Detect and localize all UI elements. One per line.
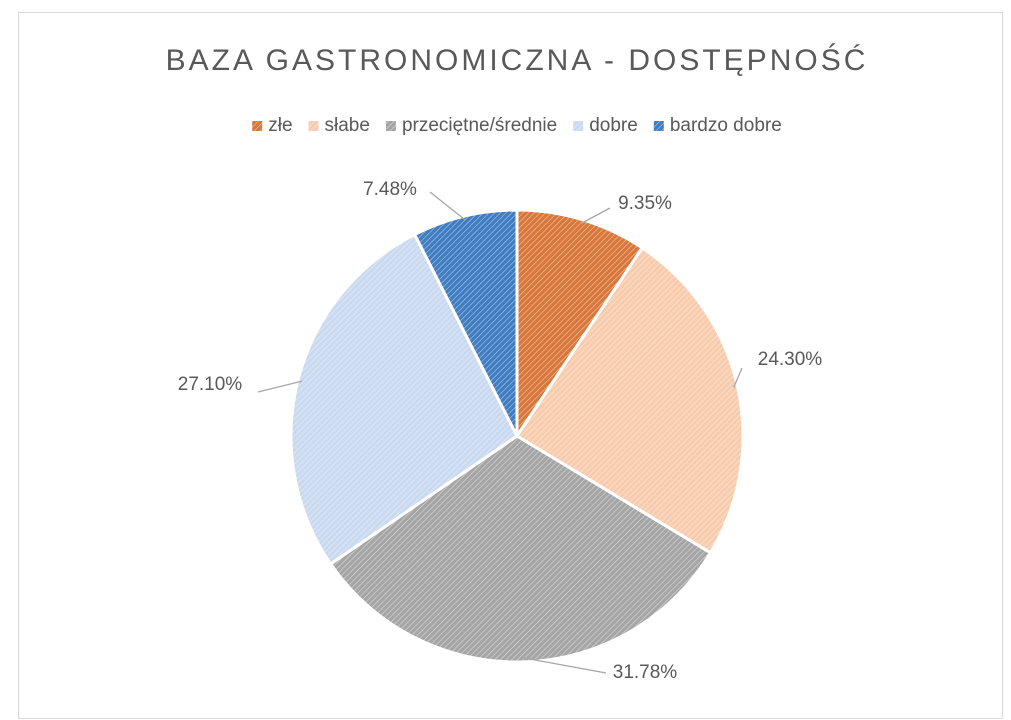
data-label: 24.30% xyxy=(758,349,823,370)
leader-line xyxy=(429,191,466,221)
pie-slice xyxy=(328,434,713,664)
pie-slice xyxy=(514,245,745,555)
pie-slice xyxy=(289,232,519,567)
legend-label: przeciętne/średnie xyxy=(402,115,557,136)
data-label: 7.48% xyxy=(363,179,417,200)
chart-title: BAZA GASTRONOMICZNA - DOSTĘPNOŚĆ xyxy=(166,43,869,77)
legend-swatch xyxy=(252,121,263,131)
data-label: 27.10% xyxy=(178,374,243,395)
legend-item: przeciętne/średnie xyxy=(385,115,557,136)
legend-label: bardzo dobre xyxy=(670,115,782,136)
legend-swatch xyxy=(573,121,584,131)
data-label: 9.35% xyxy=(618,193,672,214)
legend-label: dobre xyxy=(589,115,638,136)
legend-swatch xyxy=(385,121,396,131)
legend-swatch xyxy=(653,121,664,131)
legend-item: złe xyxy=(252,115,293,136)
data-label: 31.78% xyxy=(613,662,678,683)
leader-line xyxy=(257,380,303,393)
legend-item: słabe xyxy=(308,115,370,136)
leader-line xyxy=(580,207,611,225)
leader-line xyxy=(733,367,743,388)
legend-label: słabe xyxy=(325,115,370,136)
legend-swatch xyxy=(308,121,319,131)
pie-slice xyxy=(412,208,519,437)
pie-slice xyxy=(515,208,645,441)
legend-label: złe xyxy=(268,115,292,136)
legend-item: dobre xyxy=(573,115,638,136)
legend-item: bardzo dobre xyxy=(653,115,782,136)
leader-line xyxy=(523,657,607,674)
